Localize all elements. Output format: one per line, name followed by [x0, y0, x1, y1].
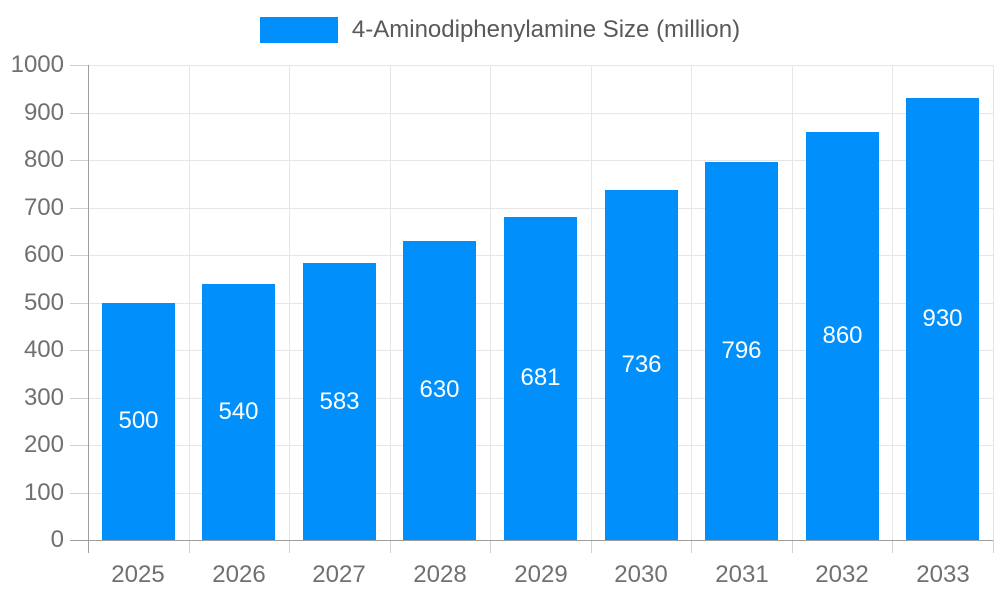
x-axis-tick: [289, 540, 290, 553]
x-axis-tick: [792, 540, 793, 553]
x-axis-label: 2033: [916, 561, 970, 588]
y-axis-tick: [70, 445, 88, 446]
x-axis-tick: [490, 540, 491, 553]
y-axis-tick: [70, 303, 88, 304]
x-gridline: [289, 65, 290, 540]
y-axis-tick: [70, 255, 88, 256]
y-gridline: [88, 113, 993, 114]
y-axis-label: 1000: [10, 51, 64, 78]
bar[interactable]: [605, 190, 678, 540]
legend-item[interactable]: 4-Aminodiphenylamine Size (million): [0, 14, 1000, 46]
bar[interactable]: [202, 283, 275, 540]
x-axis-tick: [892, 540, 893, 553]
x-axis-tick: [591, 540, 592, 553]
x-axis-line: [70, 540, 993, 541]
x-gridline: [691, 65, 692, 540]
x-gridline: [591, 65, 592, 540]
x-axis-label: 2029: [514, 561, 568, 588]
bar-value-label: 860: [822, 322, 863, 349]
x-gridline: [390, 65, 391, 540]
y-gridline: [88, 65, 993, 66]
bar-value-label: 583: [319, 388, 360, 415]
bar[interactable]: [705, 161, 778, 540]
y-axis-label: 100: [23, 479, 64, 506]
y-axis-tick: [70, 398, 88, 399]
y-axis-tick: [70, 113, 88, 114]
x-axis-label: 2030: [614, 561, 668, 588]
bar-value-label: 930: [922, 305, 963, 332]
x-axis-tick: [691, 540, 692, 553]
x-axis-label: 2027: [312, 561, 366, 588]
bar[interactable]: [303, 263, 376, 540]
bar-value-label: 796: [721, 337, 762, 364]
y-axis-tick: [70, 65, 88, 66]
y-gridline: [88, 160, 993, 161]
y-axis-line: [88, 65, 89, 553]
bar[interactable]: [806, 131, 879, 540]
y-axis-label: 800: [23, 146, 64, 173]
x-axis-tick: [390, 540, 391, 553]
y-axis-tick: [70, 208, 88, 209]
bar-value-label: 681: [520, 364, 561, 391]
x-gridline: [189, 65, 190, 540]
x-gridline: [993, 65, 994, 540]
x-gridline: [892, 65, 893, 540]
y-axis-tick: [70, 160, 88, 161]
y-axis-label: 300: [23, 384, 64, 411]
bar-value-label: 736: [621, 351, 662, 378]
y-axis-label: 200: [23, 431, 64, 458]
y-axis-label: 900: [23, 99, 64, 126]
bar-value-label: 500: [118, 407, 159, 434]
x-axis-label: 2031: [715, 561, 769, 588]
y-axis-label: 400: [23, 336, 64, 363]
x-axis-label: 2026: [212, 561, 266, 588]
y-axis-tick: [70, 493, 88, 494]
x-gridline: [792, 65, 793, 540]
y-axis-label: 700: [23, 194, 64, 221]
bar-value-label: 630: [419, 376, 460, 403]
y-axis-tick: [70, 350, 88, 351]
x-axis-tick: [189, 540, 190, 553]
bar-value-label: 540: [218, 398, 259, 425]
y-gridline: [88, 208, 993, 209]
legend-swatch-icon: [259, 17, 338, 43]
x-axis-label: 2025: [111, 561, 165, 588]
y-axis-label: 600: [23, 241, 64, 268]
bar[interactable]: [403, 240, 476, 540]
x-gridline: [490, 65, 491, 540]
y-axis-label: 500: [23, 289, 64, 316]
bar[interactable]: [906, 98, 979, 540]
bar[interactable]: [102, 302, 175, 540]
x-axis-tick: [993, 540, 994, 553]
bar[interactable]: [504, 216, 577, 540]
legend-label: 4-Aminodiphenylamine Size (million): [351, 16, 741, 43]
y-axis-label: 0: [50, 526, 64, 553]
x-axis-label: 2032: [815, 561, 869, 588]
x-axis-label: 2028: [413, 561, 467, 588]
